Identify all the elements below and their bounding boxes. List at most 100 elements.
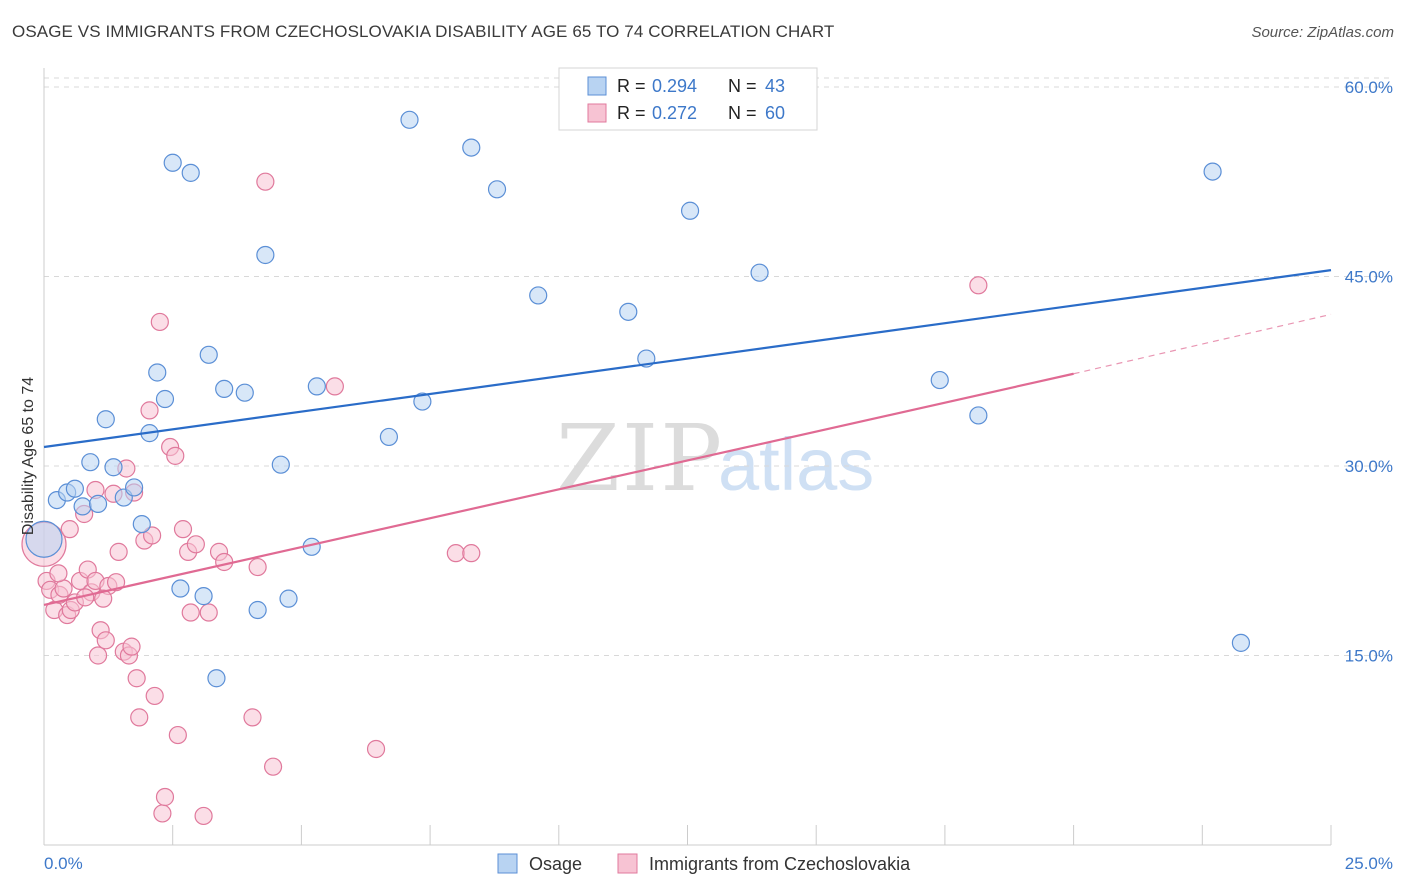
osage-point [96, 410, 115, 429]
czech-point [155, 787, 175, 807]
legend-czech-n-value: 60 [765, 103, 785, 123]
czech-point [140, 401, 159, 420]
legend-czech-r-value: 0.272 [652, 103, 697, 123]
czech-point [60, 520, 79, 539]
x-ticks [43, 825, 1332, 845]
osage-point [88, 494, 108, 513]
osage-point [256, 245, 275, 265]
czech-point [166, 446, 185, 465]
osage-point [1231, 633, 1251, 652]
y-tick-labels: 15.0% 30.0% 45.0% 60.0% [1345, 78, 1393, 666]
czech-point [199, 603, 218, 622]
legend-bottom-czech-label: Immigrants from Czechoslovakia [649, 854, 911, 874]
czech-point [145, 686, 164, 706]
czech-point [49, 564, 68, 583]
osage-point [619, 302, 638, 321]
y-tick-label: 60.0% [1345, 78, 1393, 97]
czech-point [96, 631, 115, 650]
osage-point [680, 201, 700, 220]
czech-point [109, 542, 128, 561]
legend-bottom-osage-label: Osage [529, 854, 582, 874]
osage-point [148, 363, 167, 382]
czech-point [366, 739, 386, 759]
osage-point [163, 153, 182, 172]
legend-bottom: Osage Immigrants from Czechoslovakia [497, 853, 911, 874]
osage-point [194, 587, 213, 606]
czech-point [143, 526, 162, 545]
trend-lines [43, 269, 1332, 607]
czech-point [150, 312, 169, 332]
legend-osage-n-value: 43 [765, 76, 785, 96]
y-tick-label: 15.0% [1345, 646, 1393, 665]
osage-point [81, 453, 100, 472]
legend-bottom-osage-swatch [497, 853, 518, 874]
osage-point [930, 370, 949, 390]
x-tick-label-max: 25.0% [1345, 854, 1393, 873]
osage-point [65, 479, 84, 498]
osage-point [462, 138, 481, 157]
chart-title: OSAGE VS IMMIGRANTS FROM CZECHOSLOVAKIA … [12, 22, 835, 41]
czech-trend-extension [1073, 313, 1332, 375]
legend-osage-n-label: N = [728, 76, 757, 96]
czech-point [54, 579, 73, 598]
czech-point [122, 637, 141, 656]
legend-osage-r-label: R = [617, 76, 646, 96]
y-tick-label: 45.0% [1345, 267, 1393, 286]
legend-czech-swatch [587, 103, 607, 123]
czech-point [462, 544, 481, 563]
legend-osage-r-value: 0.294 [652, 76, 697, 96]
osage-point [235, 383, 254, 402]
osage-point [171, 579, 190, 598]
czech-point [88, 646, 108, 665]
czech-point [215, 552, 234, 572]
osage-trend-line [43, 269, 1332, 449]
legend-stats: R = 0.294 N = 43 R = 0.272 N = 60 [558, 67, 818, 131]
czech-point [130, 708, 149, 727]
osage-point [181, 163, 200, 182]
czech-point [94, 589, 113, 608]
czech-point [256, 172, 275, 191]
czech-point [969, 276, 988, 295]
osage-point [215, 379, 234, 399]
osage-point [379, 427, 399, 447]
czech-point [446, 544, 465, 563]
osage-point [413, 392, 432, 411]
czech-point [186, 535, 205, 554]
osage-point [73, 497, 92, 516]
y-axis-label: Disability Age 65 to 74 [20, 377, 37, 535]
osage-point [1203, 162, 1222, 181]
osage-point [155, 389, 175, 409]
osage-point [400, 110, 419, 129]
osage-point [199, 345, 218, 364]
legend-czech-r-label: R = [617, 103, 646, 123]
osage-point [487, 180, 507, 199]
czech-point [325, 377, 344, 396]
source-note: Source: ZipAtlas.com [1251, 24, 1394, 41]
czech-point [194, 806, 213, 826]
legend-bottom-czech-swatch [617, 853, 638, 874]
czech-point [168, 725, 187, 745]
osage-point [307, 377, 326, 396]
x-tick-label-min: 0.0% [44, 854, 83, 873]
legend-czech-n-label: N = [728, 103, 757, 123]
osage-point [104, 458, 123, 477]
osage-point [124, 478, 144, 497]
czech-point [106, 573, 126, 592]
czech-point [243, 708, 262, 727]
osage-point [25, 520, 63, 558]
osage-point [132, 514, 151, 534]
osage-point [271, 455, 290, 474]
osage-point [279, 589, 298, 608]
czech-point [153, 804, 172, 823]
osage-points [25, 110, 1251, 688]
czech-point [173, 520, 193, 539]
gridlines [44, 77, 1393, 656]
osage-point [529, 286, 548, 305]
czech-point [263, 757, 283, 776]
czech-point [181, 603, 200, 622]
osage-point [750, 263, 769, 282]
osage-point [969, 406, 988, 425]
osage-point [207, 669, 226, 688]
legend-osage-swatch [587, 76, 607, 96]
